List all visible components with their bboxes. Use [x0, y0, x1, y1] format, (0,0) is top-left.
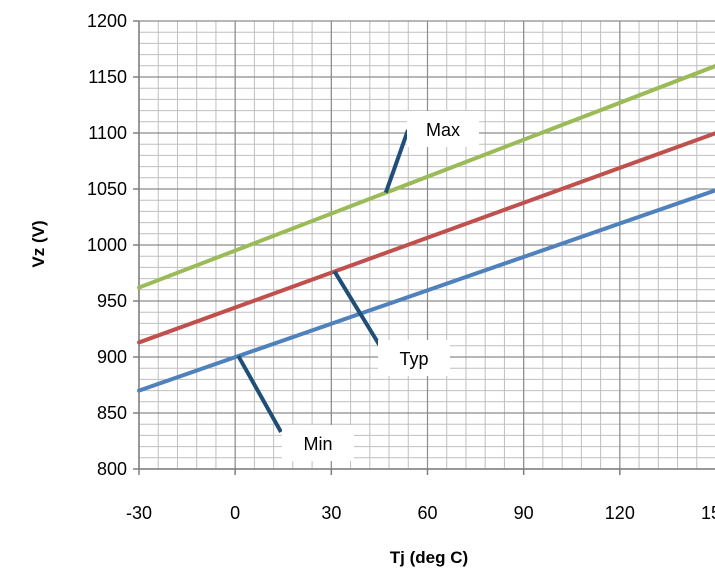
callout-leader-max [383, 129, 410, 194]
y-tick-labels: 800 850 900 950 1000 1050 1100 1150 1200 [87, 11, 127, 479]
y-axis-title: Vz (V) [29, 220, 48, 267]
x-axis-title: Tj (deg C) [390, 548, 468, 567]
y-tick-label: 1100 [88, 123, 127, 143]
x-tick-label: 60 [417, 503, 437, 523]
y-tick-label: 1000 [87, 235, 127, 255]
callout-label-typ: Typ [399, 349, 428, 369]
y-tick-label: 950 [97, 291, 127, 311]
callout-leader-typ [332, 270, 382, 348]
callout-leader-min [236, 355, 283, 433]
callout-box-typ [378, 340, 450, 376]
series-lines [137, 64, 715, 393]
y-tick-label: 800 [97, 459, 127, 479]
series-line-max [137, 64, 715, 290]
series-line-min [137, 188, 715, 393]
callout-box-max [407, 111, 479, 147]
y-tick-label: 1150 [88, 67, 127, 87]
callouts: Max Typ Min [236, 111, 479, 461]
y-tick-label: 900 [97, 347, 127, 367]
y-tick-label: 1200 [87, 11, 127, 31]
callout-box-min [282, 425, 354, 461]
series-line-typ [137, 131, 715, 345]
x-tick-label: 90 [514, 503, 534, 523]
axes [133, 20, 715, 475]
x-tick-label: -30 [126, 503, 152, 523]
y-tick-label: 850 [97, 403, 127, 423]
x-tick-label: 30 [321, 503, 341, 523]
callout-label-max: Max [426, 120, 460, 140]
x-tick-label: 120 [605, 503, 635, 523]
y-tick-label: 1050 [87, 179, 127, 199]
x-tick-label: 0 [230, 503, 240, 523]
callout-label-min: Min [303, 434, 332, 454]
x-tick-labels: -30 0 30 60 90 120 150 [126, 503, 715, 523]
x-tick-label: 150 [701, 503, 715, 523]
